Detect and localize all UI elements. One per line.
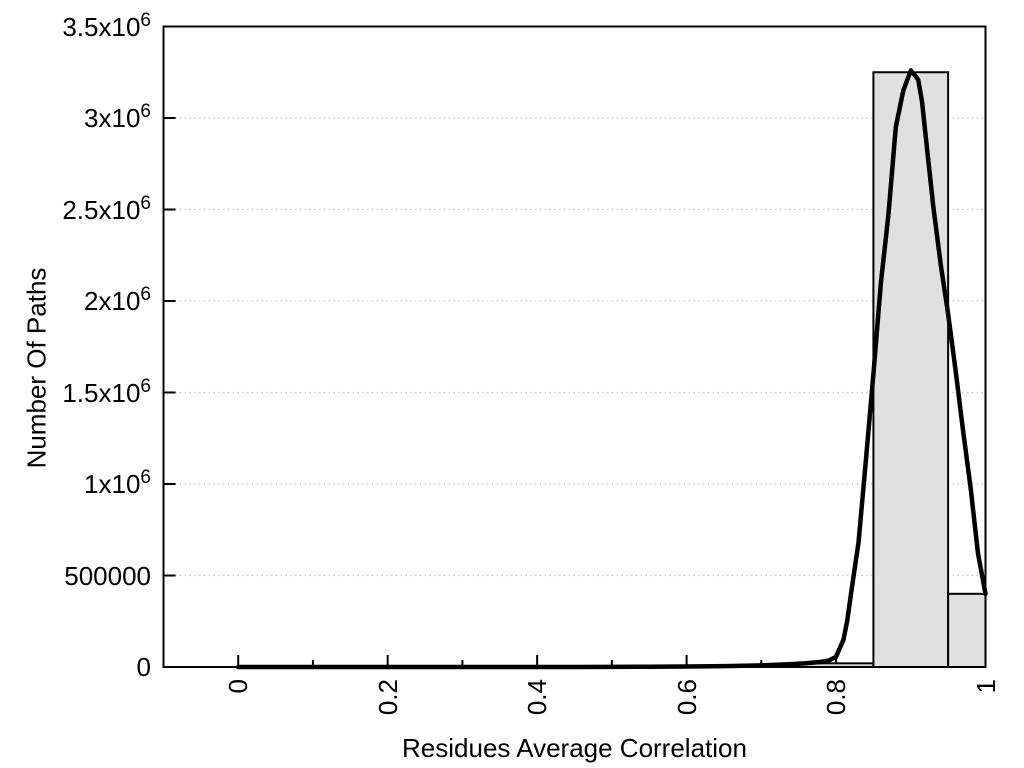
fit-curve bbox=[235, 68, 988, 670]
x-tick-label: 0.6 bbox=[671, 679, 702, 716]
y-tick-label: 1.5x106 bbox=[62, 375, 151, 408]
y-tick-label: 2.5x106 bbox=[62, 192, 151, 225]
x-axis-label: Residues Average Correlation bbox=[402, 733, 747, 763]
x-tick-label: 0 bbox=[223, 679, 254, 694]
histogram-bar bbox=[947, 592, 987, 668]
y-tick-label: 0 bbox=[136, 652, 151, 682]
x-tick-label: 0.2 bbox=[372, 679, 403, 716]
plot-area-border bbox=[162, 25, 987, 668]
y-tick-label: 3x106 bbox=[84, 101, 151, 133]
y-tick-label: 1x106 bbox=[84, 467, 151, 499]
y-tick-label: 500000 bbox=[64, 560, 151, 591]
x-tick-label: 0.8 bbox=[821, 679, 852, 716]
x-tick-label: 1 bbox=[970, 679, 1001, 694]
histogram-bar bbox=[872, 71, 950, 668]
y-tick-label: 2x106 bbox=[84, 284, 151, 316]
x-tick-label: 0.4 bbox=[522, 679, 553, 716]
y-tick-label: 3.5x106 bbox=[62, 9, 151, 42]
